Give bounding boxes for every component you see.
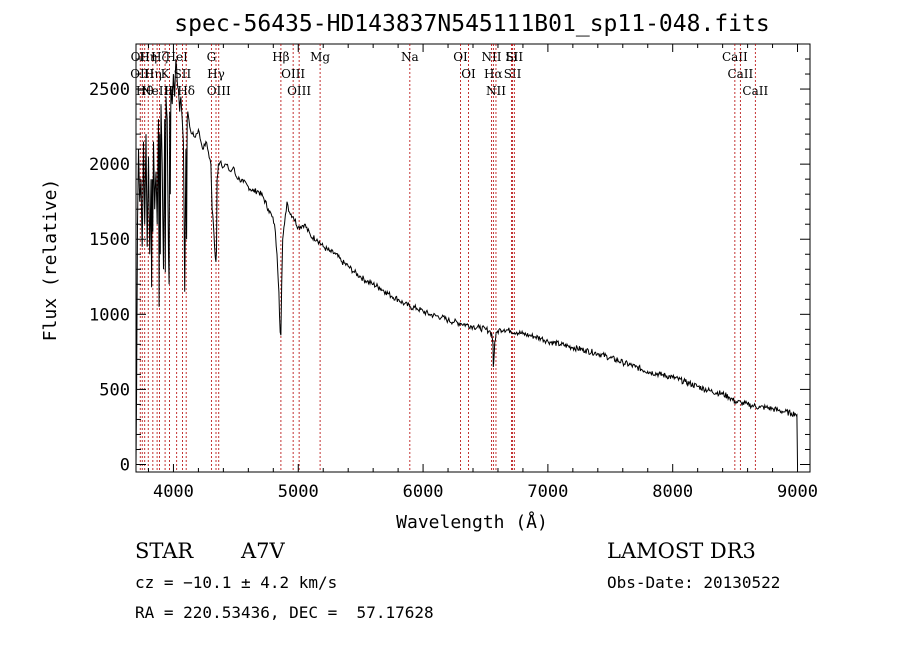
x-tick-label: 6000 — [403, 482, 444, 502]
marker-label: SII — [504, 67, 522, 81]
marker-label: OII — [131, 50, 151, 64]
marker-label: Hβ — [272, 50, 289, 64]
marker-label: CaII — [722, 50, 748, 64]
marker-label: Na — [401, 50, 419, 64]
marker-label: Li — [506, 50, 518, 64]
marker-label: NeIII — [141, 84, 173, 98]
marker-label: CaII — [742, 84, 768, 98]
chart-title: spec-56435-HD143837N545111B01_sp11-048.f… — [174, 11, 769, 37]
marker-label: Mg — [310, 50, 330, 64]
marker-label: HeI — [166, 50, 189, 64]
marker-label: H — [164, 84, 174, 98]
marker-label: Hθ — [136, 84, 154, 98]
spectrum-line — [135, 58, 798, 465]
x-axis-label: Wavelength (Å) — [396, 511, 548, 533]
y-tick-label: 0 — [120, 455, 130, 475]
y-axis-ticks: 0 500 1000 1500 2000 2500 — [89, 58, 810, 475]
y-tick-label: 500 — [99, 380, 130, 400]
y-tick-label: 2000 — [89, 155, 130, 175]
marker-label: G — [207, 50, 217, 64]
x-axis-ticks: 4000 5000 6000 7000 8000 9000 — [147, 44, 818, 502]
observation-date: Obs-Date: 20130522 — [607, 573, 780, 592]
object-type: STAR — [135, 539, 194, 563]
marker-label: Hα — [484, 67, 503, 81]
marker-label: Hδ — [177, 84, 195, 98]
marker-label: Hγ — [207, 67, 225, 81]
survey-name: LAMOST DR3 — [607, 539, 756, 563]
marker-label: OI — [461, 67, 476, 81]
x-tick-label: 8000 — [652, 482, 693, 502]
x-tick-label: 5000 — [278, 482, 319, 502]
y-tick-label: 1000 — [89, 305, 130, 325]
marker-label: SII — [505, 50, 523, 64]
x-tick-label: 7000 — [527, 482, 568, 502]
marker-label: NII — [486, 84, 506, 98]
y-axis-label: Flux (relative) — [40, 179, 61, 342]
marker-label: CaII — [727, 67, 753, 81]
y-tick-label: 2500 — [89, 80, 130, 100]
marker-label: NII — [481, 50, 501, 64]
redshift-velocity: cz = −10.1 ± 4.2 km/s — [135, 573, 337, 592]
marker-label: K — [161, 67, 171, 81]
plot-frame — [135, 43, 811, 473]
marker-label: SII — [174, 67, 192, 81]
x-tick-label: 9000 — [777, 482, 818, 502]
marker-label: OIII — [281, 67, 305, 81]
spectral-line-markers: OIIOIIIHθHηHηNeIIIHζKHHeISIIHδGHγOIIIHβO… — [130, 44, 768, 472]
marker-label: Hζ — [151, 50, 168, 64]
x-tick-label: 4000 — [153, 482, 194, 502]
spectral-subclass: A7V — [240, 539, 286, 563]
marker-label: OIII — [207, 84, 231, 98]
marker-label: Hη — [144, 67, 162, 81]
y-tick-label: 1500 — [89, 230, 130, 250]
marker-label: OI — [453, 50, 468, 64]
marker-label: OIII — [287, 84, 311, 98]
coordinates: RA = 220.53436, DEC = 57.17628 — [135, 603, 434, 622]
